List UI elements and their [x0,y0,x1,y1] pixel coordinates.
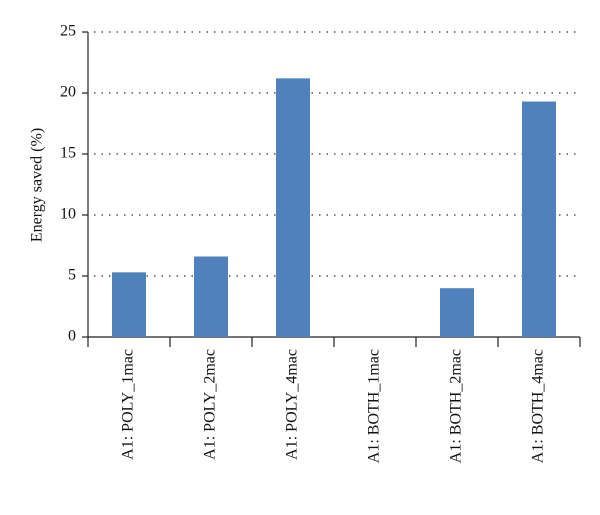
x-tick-label: A1: POLY_4mac [284,349,301,460]
y-tick-label: 25 [60,23,76,40]
x-tick-label: A1: POLY_2mac [202,349,219,460]
x-tick-label: A1: BOTH_2mac [448,349,465,463]
x-tick-label: A1: POLY_1mac [120,349,137,460]
bar [194,256,228,337]
y-tick-label: 5 [68,267,76,284]
bar [276,78,310,338]
x-tick-label: A1: BOTH_4mac [530,349,547,463]
bar [522,101,556,337]
bar [112,272,146,337]
y-axis-label: Energy saved (%) [29,128,46,242]
x-tick-label: A1: BOTH_1mac [366,349,383,463]
y-tick-label: 10 [60,206,76,223]
bar [440,288,474,337]
y-tick-label: 20 [60,84,76,101]
y-tick-label: 0 [68,328,76,345]
y-tick-label: 15 [60,145,76,162]
